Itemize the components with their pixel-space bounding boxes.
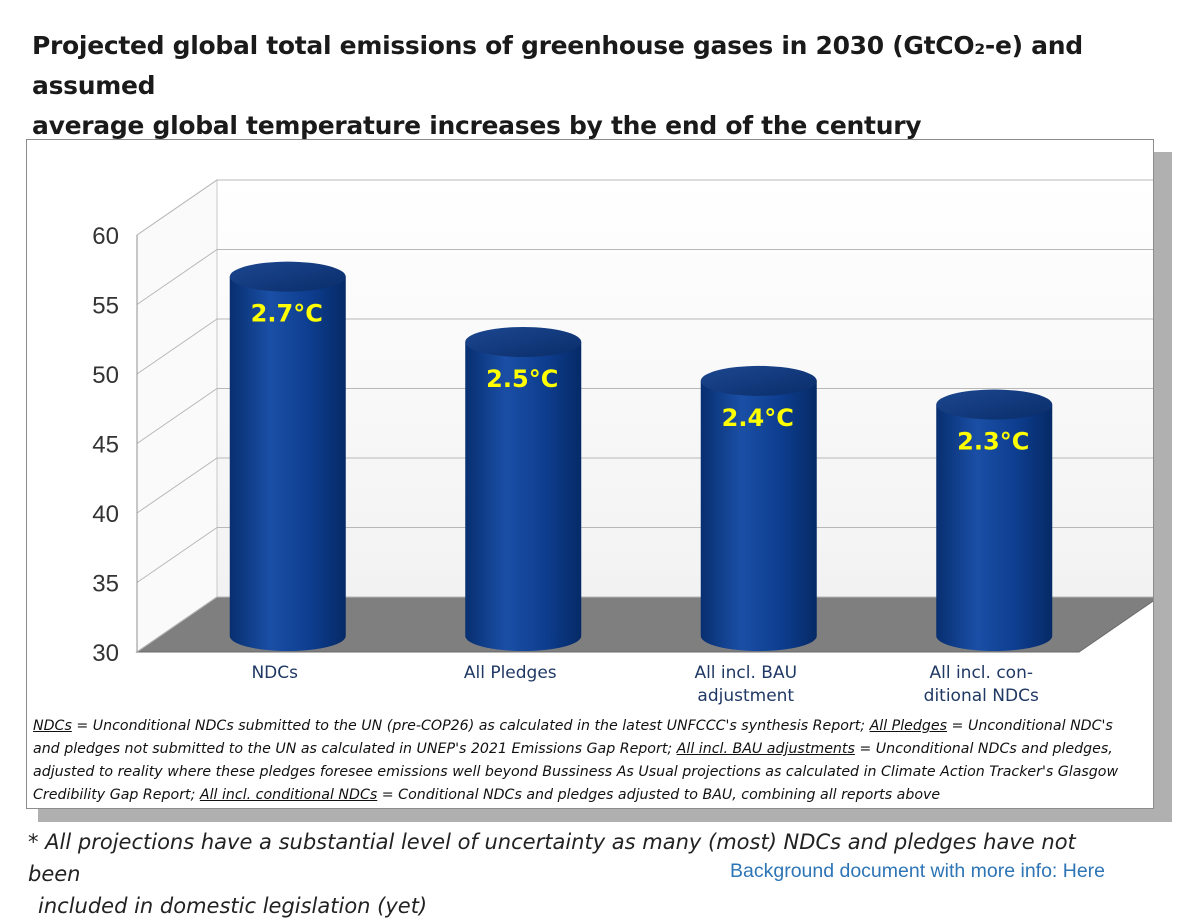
footnote-term: All Pledges — [869, 718, 948, 734]
gridline — [136, 596, 1153, 653]
bar-top — [700, 365, 817, 396]
bar-top — [229, 261, 346, 292]
data-label: 2.4°C — [722, 404, 794, 432]
x-category-label: All Pledges — [464, 663, 557, 683]
chart-panel: 30 35 40 45 50 55 60 2.7°C NDCs 2.5°C All Pledges 2… — [26, 139, 1154, 809]
disclaimer-line-1: * All projections have a substantial lev… — [28, 830, 1076, 886]
x-category-label: All incl. con- — [929, 663, 1033, 683]
y-tick-label: 60 — [92, 223, 119, 250]
disclaimer-line-2: included in domestic legislation (yet) — [38, 894, 428, 918]
y-tick-label: 55 — [92, 293, 119, 320]
bar-chart: 30 35 40 45 50 55 60 2.7°C NDCs 2.5°C All Pledges 2… — [92, 179, 1153, 706]
y-tick-label: 40 — [92, 501, 119, 528]
x-category-label: All incl. BAU — [694, 663, 797, 683]
gridline — [136, 249, 1153, 305]
footnote-text: = Unconditional NDCs submitted to the UN… — [71, 718, 870, 734]
bar-top — [936, 389, 1053, 420]
footnote-term: All incl. conditional NDCs — [199, 787, 378, 803]
gridline — [136, 457, 1153, 514]
footnote-term: NDCs — [33, 718, 72, 734]
footnote-text: = Unconditional NDCs and pledges, adjust… — [33, 741, 1119, 803]
bar-top — [465, 326, 582, 357]
y-tick-label: 45 — [92, 432, 119, 459]
bar — [700, 380, 817, 651]
bar — [465, 341, 582, 651]
data-label: 2.7°C — [251, 300, 323, 328]
footnote-text: = Unconditional NDC's and pledges not su… — [33, 718, 1113, 757]
bar — [936, 404, 1053, 651]
gridline — [136, 318, 1153, 375]
x-category-label: ditional NDCs — [924, 686, 1039, 706]
gridline — [136, 179, 1153, 236]
title-line-1: Projected global total emissions of gree… — [32, 31, 1083, 100]
bar — [229, 276, 346, 651]
title-line-2: average global temperature increases by … — [32, 111, 922, 140]
y-tick-label: 30 — [92, 640, 119, 667]
chart-title: Projected global total emissions of gree… — [32, 26, 1172, 146]
footnote-term: All incl. BAU adjustments — [676, 741, 855, 757]
y-tick-label: 50 — [92, 362, 119, 389]
x-category-label: adjustment — [697, 686, 794, 706]
footnote-text: = Conditional NDCs and pledges adjusted … — [377, 787, 941, 803]
data-label: 2.3°C — [957, 428, 1029, 456]
y-tick-label: 35 — [92, 571, 119, 598]
gridline — [136, 527, 1153, 583]
x-category-label: NDCs — [251, 663, 298, 683]
footnote: NDCs = Unconditional NDCs submitted to t… — [33, 715, 1143, 807]
data-label: 2.5°C — [486, 365, 558, 393]
gridline — [136, 388, 1153, 444]
background-document-link[interactable]: Background document with more info: Here — [730, 860, 1106, 882]
